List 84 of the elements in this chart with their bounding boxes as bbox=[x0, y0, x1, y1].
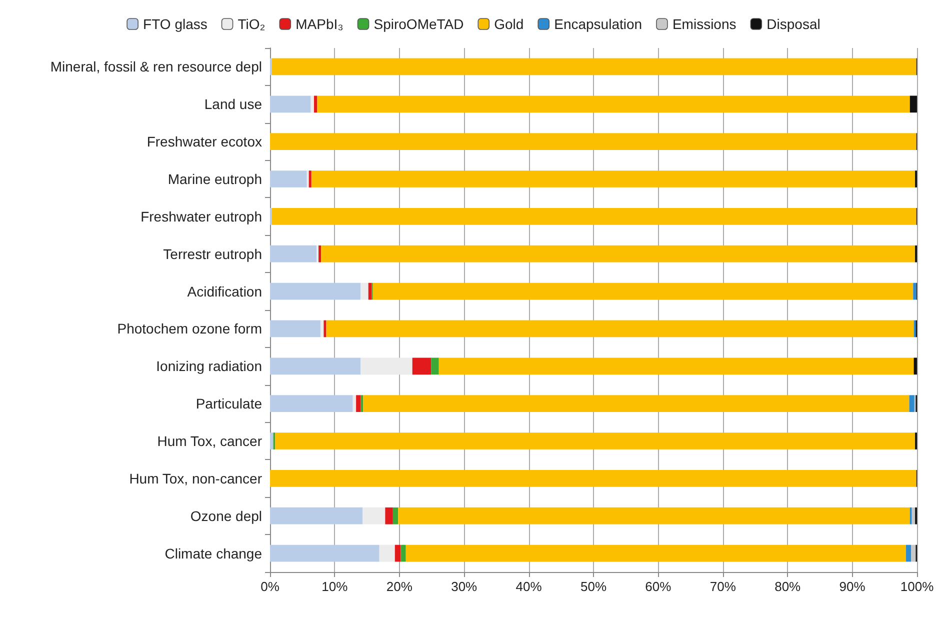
y-tick-label: Freshwater eutroph bbox=[140, 208, 262, 224]
bar bbox=[311, 170, 916, 188]
legend-label: Emissions bbox=[672, 16, 736, 32]
bar bbox=[326, 320, 914, 338]
bar bbox=[318, 245, 322, 262]
x-tick-label: 90% bbox=[839, 579, 866, 594]
y-tick-label: Photochem ozone form bbox=[117, 320, 262, 337]
legend-label: FTO glass bbox=[143, 16, 208, 32]
bar bbox=[308, 170, 312, 188]
bar bbox=[310, 96, 314, 113]
bar bbox=[912, 507, 916, 524]
bar bbox=[379, 544, 395, 562]
bar bbox=[356, 395, 361, 412]
bar bbox=[406, 544, 906, 562]
x-tick-label: 20% bbox=[386, 579, 413, 594]
bar bbox=[270, 320, 320, 338]
bar bbox=[352, 395, 356, 412]
bar bbox=[400, 544, 406, 562]
legend-label: Encapsulation bbox=[554, 16, 642, 32]
bar bbox=[372, 282, 914, 300]
bar bbox=[909, 395, 914, 412]
bar bbox=[270, 470, 916, 487]
bar bbox=[394, 544, 401, 562]
bar bbox=[360, 358, 412, 375]
legend-label: Disposal bbox=[766, 16, 820, 32]
bar bbox=[368, 282, 372, 300]
y-tick-label: Mineral, fossil & ren resource depl bbox=[50, 58, 262, 75]
bar bbox=[270, 96, 311, 113]
bar bbox=[270, 544, 380, 562]
y-tick-label: Ionizing radiation bbox=[156, 358, 262, 374]
x-tick-label: 30% bbox=[451, 579, 478, 594]
bar bbox=[914, 358, 917, 375]
bar bbox=[362, 507, 386, 524]
bar bbox=[270, 170, 307, 188]
bar bbox=[270, 507, 363, 524]
bar bbox=[270, 133, 916, 150]
legend-label: MAPbI₃ bbox=[296, 16, 344, 32]
y-tick-label: Particulate bbox=[196, 396, 262, 412]
legend-label: SpiroOMeTAD bbox=[374, 16, 464, 32]
bar bbox=[272, 208, 916, 225]
y-tick-label: Freshwater ecotox bbox=[146, 134, 262, 150]
bar bbox=[324, 320, 326, 338]
legend-label: TiO₂ bbox=[238, 16, 266, 32]
x-tick-label: 60% bbox=[645, 579, 672, 594]
bar bbox=[270, 395, 353, 412]
y-tick-label: Marine eutroph bbox=[168, 171, 262, 187]
bar bbox=[385, 507, 393, 524]
bar bbox=[910, 96, 917, 113]
x-tick-label: 0% bbox=[260, 579, 280, 594]
x-tick-label: 70% bbox=[710, 579, 736, 594]
x-tick-label: 100% bbox=[900, 579, 934, 594]
bar bbox=[320, 320, 324, 338]
bar bbox=[913, 282, 916, 300]
bar bbox=[431, 358, 439, 375]
bar bbox=[314, 96, 318, 113]
bar bbox=[270, 432, 274, 450]
y-tick-label: Land use bbox=[204, 96, 262, 112]
x-tick-label: 50% bbox=[580, 579, 607, 594]
bar bbox=[911, 544, 916, 562]
bar bbox=[438, 358, 914, 375]
bar bbox=[321, 245, 916, 262]
bar bbox=[270, 245, 317, 262]
x-tick-label: 10% bbox=[322, 579, 348, 594]
bar bbox=[398, 507, 910, 524]
bar bbox=[412, 358, 432, 375]
y-tick-label: Ozone depl bbox=[190, 508, 262, 524]
legend-label: Gold bbox=[494, 16, 524, 32]
y-tick-label: Climate change bbox=[164, 545, 262, 562]
bar bbox=[392, 507, 398, 524]
bar bbox=[360, 395, 364, 412]
y-tick-label: Hum Tox, cancer bbox=[157, 433, 262, 449]
y-tick-label: Hum Tox, non-cancer bbox=[129, 470, 262, 486]
bar bbox=[317, 96, 910, 113]
x-tick-label: 40% bbox=[516, 579, 542, 594]
bar bbox=[270, 282, 361, 300]
y-tick-label: Acidification bbox=[187, 283, 262, 300]
bar bbox=[275, 432, 916, 450]
bar bbox=[360, 282, 368, 300]
bar bbox=[363, 395, 910, 412]
y-tick-label: Terrestr eutroph bbox=[163, 246, 262, 262]
bar bbox=[906, 544, 912, 562]
x-tick-label: 80% bbox=[774, 579, 802, 594]
bar bbox=[270, 358, 361, 375]
bar bbox=[272, 58, 916, 76]
